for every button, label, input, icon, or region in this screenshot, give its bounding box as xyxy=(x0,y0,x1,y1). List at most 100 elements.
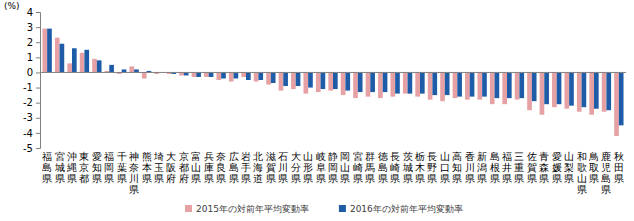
tick: 山形県 xyxy=(303,148,313,184)
tick-label: 福井県 xyxy=(502,151,512,184)
bar xyxy=(527,72,532,110)
tick-label: 広島県 xyxy=(229,151,239,184)
tick: 三重県 xyxy=(514,148,524,184)
tick-label: 福島県 xyxy=(42,151,52,184)
tick: 福岡県 xyxy=(104,148,114,184)
bar xyxy=(395,72,400,93)
tick: 広島県 xyxy=(229,148,239,184)
bar xyxy=(296,72,301,86)
tick: 滋賀県 xyxy=(266,148,276,184)
bar xyxy=(378,72,383,98)
tick: 埼玉県 xyxy=(153,148,164,184)
tick-label: 大分県 xyxy=(291,151,301,184)
tick-label: 沖縄県 xyxy=(66,151,77,184)
tick: 山口県 xyxy=(440,148,450,184)
tick-mark xyxy=(36,27,40,28)
tick-label: 秋田県 xyxy=(614,151,624,184)
tick: 鳥取県 xyxy=(588,148,599,184)
bar xyxy=(457,72,462,96)
tick: -5 xyxy=(23,143,40,154)
tick: 高知県 xyxy=(452,148,462,184)
bar xyxy=(490,72,495,104)
bar xyxy=(291,72,296,89)
bar xyxy=(390,72,395,96)
tick-label: 奈良県 xyxy=(216,151,226,184)
tick-label: 2 xyxy=(27,37,33,48)
y-axis: -5-4-3-2-101234 xyxy=(23,7,40,154)
bar xyxy=(495,72,500,98)
bar xyxy=(353,72,358,98)
bar xyxy=(366,72,371,96)
tick-label: 山口県 xyxy=(440,151,450,184)
tick-label: 長野県 xyxy=(427,151,437,184)
bar xyxy=(321,72,326,89)
tick-label: 富山県 xyxy=(191,151,201,184)
bar xyxy=(564,72,569,108)
tick: 山梨県 xyxy=(564,148,574,184)
tick: 佐賀県 xyxy=(527,148,537,184)
legend-label: 2016年の対前年平均変動率 xyxy=(350,204,463,214)
tick-label: 高知県 xyxy=(452,151,462,184)
tick: 2 xyxy=(27,37,40,48)
tick-label: 北海道 xyxy=(253,151,263,184)
tick-label: 4 xyxy=(27,7,33,18)
bar xyxy=(279,72,284,90)
bar xyxy=(266,72,271,84)
tick-label: 愛知県 xyxy=(92,151,102,184)
tick: -3 xyxy=(23,112,40,123)
bars xyxy=(42,29,623,136)
bar xyxy=(577,72,582,111)
tick-label: 大阪府 xyxy=(166,151,176,184)
bar xyxy=(420,72,425,93)
bar xyxy=(552,72,557,107)
tick-label: -5 xyxy=(23,143,33,154)
bar xyxy=(221,72,226,78)
bar xyxy=(594,72,599,108)
bar xyxy=(209,72,214,77)
bar xyxy=(192,72,197,77)
bar xyxy=(403,72,408,93)
bar xyxy=(204,72,209,77)
tick: 香川県 xyxy=(465,148,475,184)
bar xyxy=(216,72,221,80)
bar xyxy=(60,44,65,73)
bar xyxy=(507,72,512,98)
tick-mark xyxy=(36,118,40,119)
tick: 千葉県 xyxy=(117,148,127,184)
tick: -2 xyxy=(23,97,40,108)
legend: 2015年の対前年平均変動率2016年の対前年平均変動率 xyxy=(185,204,463,214)
tick: 長崎県 xyxy=(390,148,400,184)
tick: -4 xyxy=(23,128,40,139)
chart: -5-4-3-2-101234(%)福島県宮城県沖縄県東京都愛知県福岡県千葉県神… xyxy=(0,0,634,221)
tick-mark xyxy=(36,103,40,104)
bar xyxy=(303,72,308,93)
bar xyxy=(129,66,134,72)
bar xyxy=(84,50,89,73)
tick-label: 石川県 xyxy=(278,151,288,184)
tick-label: 兵庫県 xyxy=(204,151,214,184)
tick: 富山県 xyxy=(191,148,201,184)
x-axis: 福島県宮城県沖縄県東京都愛知県福岡県千葉県神奈川県熊本県埼玉県大阪府京都府富山県… xyxy=(42,148,624,195)
bar xyxy=(432,72,437,95)
axis-title: (%) xyxy=(4,1,20,11)
bar xyxy=(55,38,60,73)
tick: 3 xyxy=(27,22,40,33)
tick: 北海道 xyxy=(253,148,263,184)
tick: 島根県 xyxy=(490,148,500,184)
bar xyxy=(80,53,85,73)
tick-label: 岡山県 xyxy=(340,151,350,184)
tick-label: 和歌山県 xyxy=(577,151,587,195)
tick: 奈良県 xyxy=(216,148,226,184)
tick-label: 千葉県 xyxy=(117,151,127,184)
bar xyxy=(254,72,259,81)
bar xyxy=(606,72,611,110)
bar xyxy=(589,72,594,114)
tick: 石川県 xyxy=(278,148,288,184)
tick: 大分県 xyxy=(291,148,301,184)
bar xyxy=(557,72,562,104)
bar xyxy=(196,72,201,77)
bar xyxy=(109,65,114,73)
bar xyxy=(502,72,507,104)
tick: 愛知県 xyxy=(92,148,102,184)
bar xyxy=(308,72,313,87)
